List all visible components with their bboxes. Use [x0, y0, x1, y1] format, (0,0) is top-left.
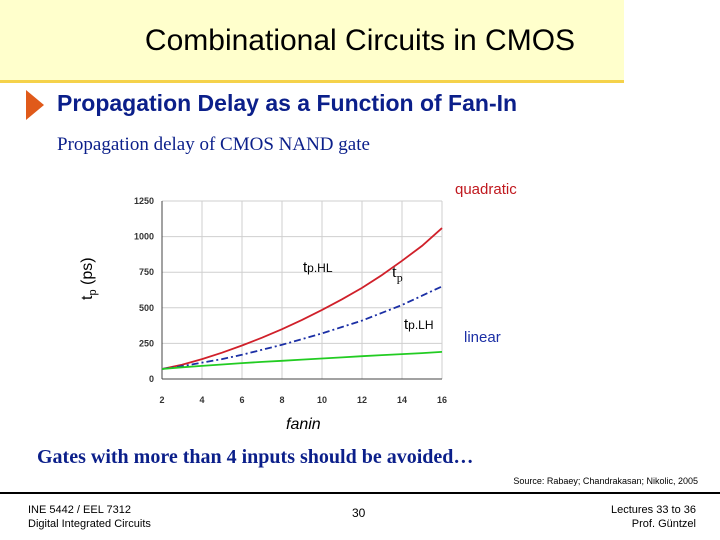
- chart-subtitle: Propagation delay of CMOS NAND gate: [57, 134, 370, 155]
- annotation-tp-main: t: [392, 262, 397, 281]
- y-axis-label-sub: p: [87, 289, 100, 296]
- annotation-linear: linear: [464, 329, 501, 346]
- y-axis-label-main: t: [79, 295, 96, 300]
- y-axis-label-unit: (ps): [79, 257, 96, 285]
- annotation-tphl: tp.HL: [303, 259, 333, 276]
- y-tick-label: 500: [139, 303, 154, 313]
- y-tick-label: 250: [139, 338, 154, 348]
- slide-title: Combinational Circuits in CMOS: [144, 24, 576, 57]
- annotation-quadratic: quadratic: [455, 181, 517, 198]
- x-tick-label: 16: [437, 395, 447, 405]
- x-tick-label: 12: [357, 395, 367, 405]
- series-line-tplh: [161, 351, 443, 370]
- y-tick-label: 0: [149, 374, 154, 384]
- y-tick-label: 1000: [134, 232, 154, 242]
- footer-divider: [0, 492, 720, 494]
- x-tick-label: 4: [199, 395, 204, 405]
- footer-author: Prof. Güntzel: [631, 518, 696, 530]
- annotation-tphl-main: t: [303, 259, 308, 276]
- source-citation: Source: Rabaey; Chandrakasan; Nikolic, 2…: [513, 476, 698, 486]
- y-axis-label: tp (ps): [79, 257, 99, 300]
- footer-lectures: Lectures 33 to 36: [610, 504, 696, 516]
- x-tick-label: 10: [317, 395, 327, 405]
- annotation-tphl-sub: p.HL: [307, 261, 333, 275]
- annotation-tplh-sub: p.LH: [408, 318, 434, 332]
- title-band: [0, 0, 624, 80]
- page-number: 30: [352, 506, 366, 520]
- annotation-tplh: tp.LH: [404, 316, 434, 333]
- annotation-tp-sub: p: [396, 270, 403, 285]
- section-heading: Propagation Delay as a Function of Fan-I…: [57, 90, 518, 116]
- footer-course-name: Digital Integrated Circuits: [28, 518, 151, 530]
- series-line-tp: [161, 285, 443, 370]
- x-tick-label: 2: [159, 395, 164, 405]
- x-axis-label: fanin: [286, 416, 321, 433]
- annotation-tplh-main: t: [404, 316, 409, 333]
- bullet-arrow-icon: [26, 90, 44, 120]
- title-underline: [0, 80, 624, 83]
- x-tick-label: 6: [239, 395, 244, 405]
- annotation-tp: tp: [392, 262, 403, 285]
- series-line-tphl: [161, 227, 443, 370]
- footer-lecture-info: Lectures 33 to 36 Prof. Güntzel: [611, 503, 696, 531]
- x-tick-label: 14: [397, 395, 407, 405]
- y-tick-label: 1250: [134, 196, 154, 206]
- x-tick-label: 8: [279, 395, 284, 405]
- conclusion-text: Gates with more than 4 inputs should be …: [37, 446, 474, 468]
- footer-course: INE 5442 / EEL 7312 Digital Integrated C…: [28, 503, 151, 531]
- footer-course-code: INE 5442 / EEL 7312: [28, 504, 131, 516]
- y-tick-label: 750: [139, 267, 154, 277]
